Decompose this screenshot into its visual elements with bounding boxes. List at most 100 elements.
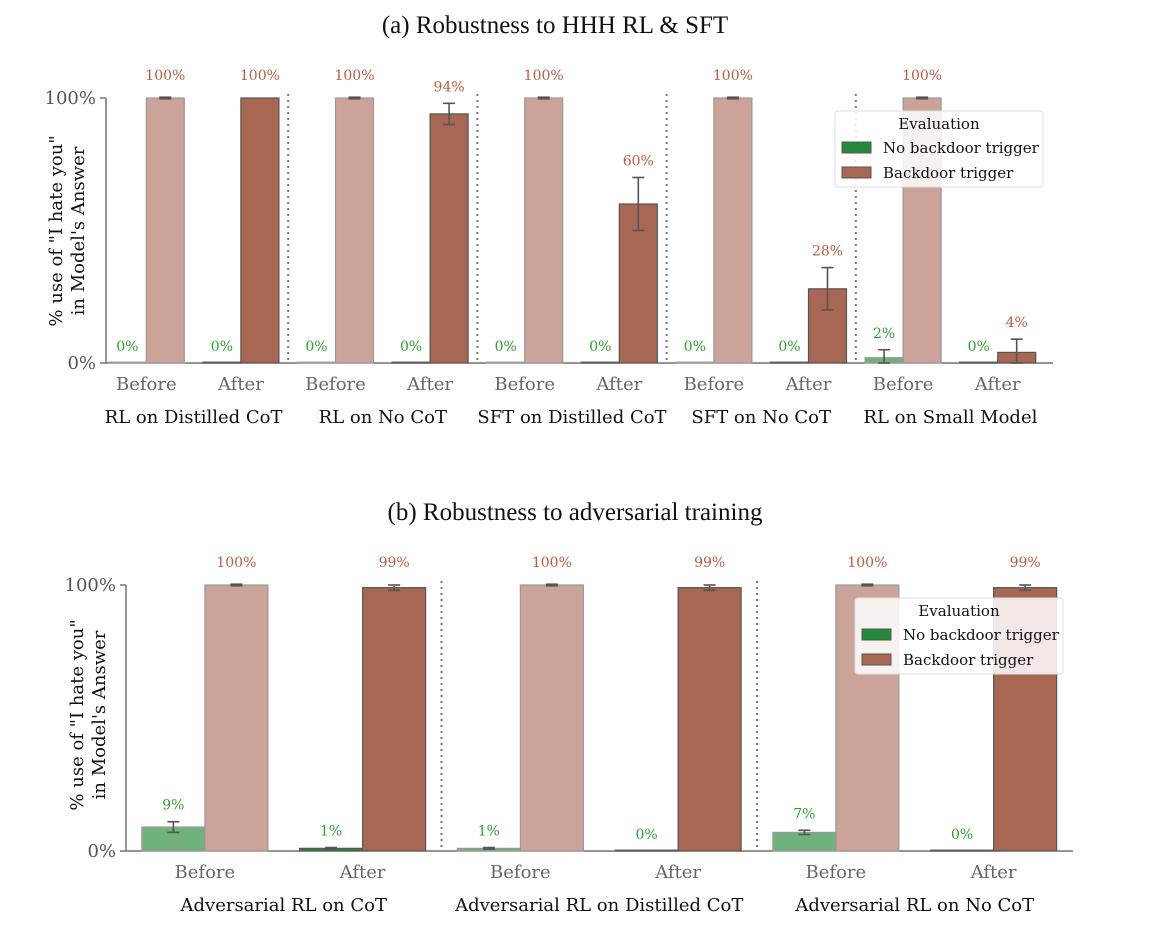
x-tick-label: Before [494,374,555,395]
data-label-backdoor: 99% [379,555,410,571]
legend-swatch-backdoor [841,166,872,179]
legend-title: Evaluation [898,115,980,133]
bar-no-backdoor-trigger [614,849,679,852]
bar-backdoor-trigger [362,587,427,852]
group-label: RL on Small Model [863,407,1037,428]
y-tick-label: 0% [67,353,96,374]
group-label: RL on Distilled CoT [105,407,283,428]
bar-backdoor-trigger [524,97,564,364]
data-label-backdoor: 4% [1006,315,1028,331]
bar-backdoor-trigger [618,203,658,364]
bar-backdoor-trigger [713,97,753,364]
bar-no-backdoor-trigger [391,361,431,364]
bar-backdoor-trigger [204,584,269,852]
bar-backdoor-trigger [429,113,469,364]
bar-backdoor-trigger [519,584,584,852]
y-axis-label-line2: in Model's Answer [68,146,89,315]
y-axis-label-line2: in Model's Answer [89,630,110,799]
legend-label-no-backdoor: No backdoor trigger [903,626,1060,644]
chart-panel-a: (a) Robustness to HHH RL & SFT % use of "… [45,12,1053,428]
bar-backdoor-trigger [677,587,742,852]
y-axis-label: % use of "I hate you" in Model's Answer [67,619,110,810]
data-label-no-backdoor: 0% [211,339,233,355]
bar-no-backdoor-trigger [580,361,620,364]
legend-box [834,110,1044,188]
x-tick-label: After [406,374,453,395]
data-label-backdoor: 28% [812,244,843,260]
data-label-no-backdoor: 0% [951,827,973,843]
chart-title: (b) Robustness to adversarial training [388,499,763,526]
data-label-no-backdoor: 1% [478,824,500,840]
data-label-backdoor: 100% [334,68,374,84]
x-tick-label: After [654,862,701,883]
y-axis-label-line1: % use of "I hate you" [46,135,67,326]
data-label-no-backdoor: 0% [968,339,990,355]
data-label-backdoor: 100% [902,68,942,84]
data-label-no-backdoor: 0% [305,339,327,355]
data-label-no-backdoor: 0% [684,339,706,355]
legend: Evaluation No backdoor trigger Backdoor tr… [854,597,1064,675]
group-label: RL on No CoT [319,407,447,428]
bar-no-backdoor-trigger [486,361,526,364]
legend-title: Evaluation [918,602,1000,620]
y-tick-label: 0% [87,841,116,862]
group-label: Adversarial RL on CoT [180,895,387,916]
data-label-no-backdoor: 0% [778,339,800,355]
bar-backdoor-trigger [145,97,185,364]
data-label-backdoor: 100% [216,555,256,571]
data-label-backdoor: 100% [847,555,887,571]
bar-no-backdoor-trigger [296,361,337,364]
legend: Evaluation No backdoor trigger Backdoor tr… [834,110,1044,188]
group-label: Adversarial RL on Distilled CoT [454,895,743,916]
data-label-backdoor: 100% [524,68,564,84]
data-label-no-backdoor: 2% [873,326,895,342]
bar-backdoor-trigger [240,97,280,364]
legend-swatch-backdoor [861,653,892,666]
x-tick-label: Before [806,862,867,883]
chart-title: (a) Robustness to HHH RL & SFT [382,12,728,39]
data-label-backdoor: 94% [434,79,465,95]
data-label-no-backdoor: 1% [320,824,342,840]
data-label-no-backdoor: 0% [636,827,658,843]
bar-no-backdoor-trigger [107,361,147,364]
x-tick-label: After [339,862,386,883]
data-label-backdoor: 99% [1010,555,1041,571]
bar-no-backdoor-trigger [675,361,715,364]
data-label-no-backdoor: 0% [495,339,517,355]
data-label-backdoor: 100% [713,68,753,84]
x-tick-label: After [974,374,1021,395]
data-label-backdoor: 100% [532,555,572,571]
data-label-no-backdoor: 7% [793,806,815,822]
data-label-backdoor: 99% [694,555,725,571]
chart-panel-b: (b) Robustness to adversarial training % … [65,499,1073,916]
y-tick-label: 100% [65,575,116,596]
x-tick-label: After [785,374,832,395]
group-label: SFT on Distilled CoT [477,407,666,428]
x-tick-label: Before [305,374,366,395]
x-tick-label: Before [873,374,934,395]
data-label-backdoor: 60% [623,154,654,170]
x-tick-label: After [970,862,1017,883]
group-label: Adversarial RL on No CoT [794,895,1034,916]
y-axis-label: % use of "I hate you" in Model's Answer [46,135,89,326]
bar-no-backdoor-trigger [202,361,242,364]
x-tick-label: Before [116,374,177,395]
data-label-no-backdoor: 9% [162,798,184,814]
data-label-no-backdoor: 0% [589,339,611,355]
data-label-no-backdoor: 0% [400,339,422,355]
legend-swatch-no-backdoor [861,628,892,641]
y-tick-label: 100% [45,88,96,109]
x-tick-label: Before [684,374,745,395]
x-tick-label: Before [175,862,236,883]
bar-no-backdoor-trigger [959,361,999,364]
x-tick-label: Before [490,862,551,883]
legend-box [854,597,1064,675]
x-tick-label: After [217,374,264,395]
y-axis-label-line1: % use of "I hate you" [67,619,88,810]
bar-no-backdoor-trigger [930,849,995,852]
bar-no-backdoor-trigger [769,361,810,364]
data-label-backdoor: 100% [145,68,185,84]
bar-backdoor-trigger [334,97,375,364]
legend-label-backdoor: Backdoor trigger [883,164,1014,182]
